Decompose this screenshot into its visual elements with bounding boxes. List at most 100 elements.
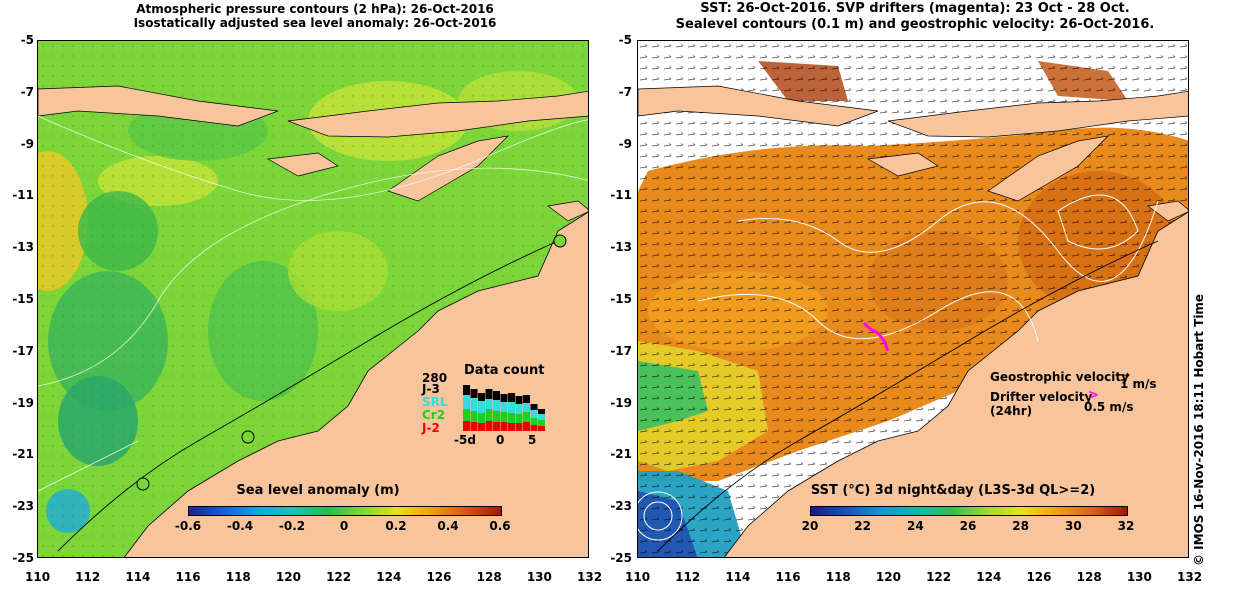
imos-credit: © IMOS 16-Nov-2016 18:11 Hobart Time [1192,293,1206,566]
colorbar-tick-label: 0.2 [385,519,407,533]
data-count-bar [508,423,515,431]
left-title-line1: Atmospheric pressure contours (2 hPa): 2… [136,2,494,16]
latitude-tick-label: -5 [20,33,34,47]
data-count-bar [493,411,500,422]
longitude-tick-label: 128 [476,570,502,584]
data-count-bar [530,410,538,418]
data-count-bar [500,402,508,412]
colorbar-tick-label: -0.2 [278,519,306,533]
sst-map[interactable]: Geostrophic velocity → 1 m/s Drifter vel… [637,40,1189,558]
latitude-tick-label: -9 [618,136,632,151]
geostrophic-velocity-label: Geostrophic velocity [990,370,1129,384]
java-island [38,85,279,127]
longitude-tick-label: 132 [1177,570,1203,584]
sla-map-svg [38,41,588,557]
sst-map-svg [638,41,1188,557]
nusa-tenggara-islands [287,90,588,138]
timor-island [987,135,1110,202]
colorbar-tick-label: 0.6 [489,519,511,533]
data-count-bar [530,418,538,425]
longitude-tick-label: 130 [526,570,552,584]
svp-drifter-track[interactable] [862,321,890,352]
colorbar-tick-label: 24 [906,519,924,533]
timor-island [387,135,510,202]
longitude-tick-label: 120 [875,570,901,584]
pressure-contour [38,440,139,492]
latitude-tick-label: -23 [610,499,632,514]
left-longitude-axis: 110 112 114 116 118 120 122 124 126 128 130 132 [25,570,602,586]
sea-level-anomaly-map[interactable]: Data count 280 J-3 SRL Cr2 J-2 -5d 0 5 Sea le… [37,40,589,558]
colorbar-tick-label: 30 [1064,519,1082,533]
longitude-tick-label: 122 [326,570,352,584]
sea-level-contour [697,291,1039,342]
latitude-tick-label: -7 [618,84,632,99]
longitude-tick-label: 122 [926,570,952,584]
mission-label: SRL [422,395,448,409]
data-count-bar [463,409,470,421]
data-count-bar [470,389,478,398]
mission-labels: J-3 SRL Cr2 J-2 [422,383,448,435]
tide-gauge-marker[interactable] [136,477,150,491]
data-count-bar [485,389,493,399]
data-count-title: Data count [464,363,545,378]
melville-island [547,200,588,222]
latitude-tick-label: -11 [610,188,632,203]
data-count-bar [530,404,538,410]
drifter-label-line2: (24hr) [990,404,1033,418]
data-count-bar [478,423,485,431]
colorbar-tick-label: -0.4 [226,519,254,533]
colorbar-tick-label: 32 [1117,519,1135,533]
sla-colorbar [188,506,502,516]
australia-land [724,211,1188,557]
data-count-bar [523,412,530,422]
data-count-bar [493,422,500,431]
longitude-tick-label: 128 [1076,570,1102,584]
drifter-label-line1: Drifter velocity [990,390,1093,404]
longitude-tick-label: 112 [75,570,101,584]
longitude-tick-label: 124 [976,570,1002,584]
latitude-tick-label: -25 [610,551,632,565]
tide-gauge-marker[interactable] [553,234,567,248]
latitude-tick-label: -13 [12,240,34,255]
mission-label: J-3 [422,382,440,396]
latitude-tick-label: -9 [20,136,34,151]
longitude-tick-label: 110 [625,570,651,584]
data-count-bar [500,394,508,402]
colorbar-tick-label: 0.4 [437,519,459,533]
latitude-tick-label: -21 [12,447,34,462]
data-count-bar [523,395,530,403]
latitude-tick-label: -7 [20,84,34,99]
data-count-bar [485,399,493,409]
longitude-tick-label: 112 [675,570,701,584]
mission-label: Cr2 [422,408,446,422]
right-longitude-axis: 110 112 114 116 118 120 122 124 126 128 130 132 [625,570,1202,586]
data-count-inset: Data count 280 J-3 SRL Cr2 J-2 -5d 0 5 [420,363,550,451]
data-count-bar [515,404,523,414]
data-count-bar [493,400,500,411]
data-count-bars [463,385,545,431]
melville-island [1147,200,1188,222]
data-count-tick: -5d [454,433,476,447]
latitude-tick-label: -13 [610,240,632,255]
latitude-tick-label: -25 [12,551,34,565]
longitude-tick-label: 118 [225,570,251,584]
left-title-line2: Isostatically adjusted sea level anomaly… [133,16,497,30]
java-island [638,85,879,127]
longitude-tick-label: 116 [175,570,201,584]
shelf-contour [57,240,559,552]
tide-gauge-marker[interactable] [241,430,255,444]
longitude-tick-label: 126 [1026,570,1052,584]
data-count-bar [463,421,470,431]
right-title-line2: Sealevel contours (0.1 m) and geostrophi… [675,17,1155,32]
sst-colorbar-ticks: 20 22 24 26 28 30 32 [790,519,1146,535]
pressure-contour [38,167,588,387]
data-count-bar [500,422,508,431]
data-count-bar [508,402,515,413]
nusa-tenggara-islands [887,90,1188,138]
longitude-tick-label: 124 [376,570,402,584]
sea-level-contour [737,200,1159,282]
data-count-bar [538,426,545,431]
geostrophic-arrow-icon: → [1120,368,1131,382]
data-count-bar [538,414,545,420]
right-latitude-axis: -5 -7 -9 -11 -13 -15 -17 -19 -21 -23 -25 [598,33,634,565]
